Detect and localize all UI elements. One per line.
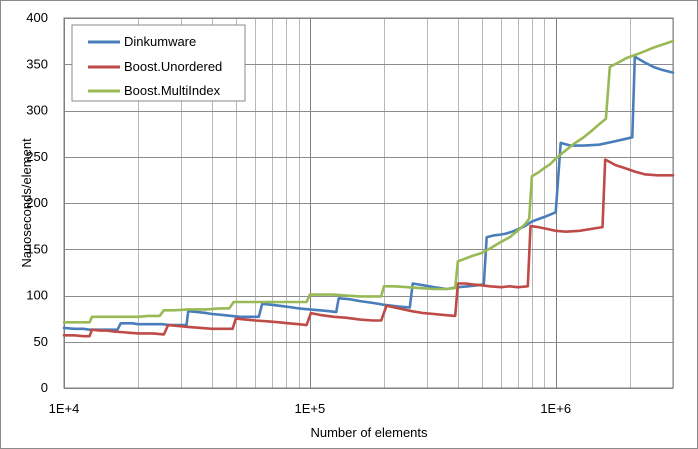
series-line-boost-unordered <box>62 158 675 338</box>
legend-label-dinkumware: Dinkumware <box>124 34 196 49</box>
y-tick-label: 100 <box>26 288 48 303</box>
y-tick-label: 150 <box>26 241 48 256</box>
y-tick-label: 350 <box>26 56 48 71</box>
y-tick-label: 300 <box>26 103 48 118</box>
y-tick-labels: 0 50 100 150 200 250 300 350 400 <box>26 10 48 395</box>
legend-box <box>71 24 246 102</box>
y-tick-label: 0 <box>41 380 48 395</box>
series-line-dinkumware <box>62 55 675 332</box>
legend-entry-boost-unordered: Boost.Unordered <box>88 59 222 74</box>
x-tick-label: 1E+5 <box>294 401 325 416</box>
y-tick-label: 200 <box>26 195 48 210</box>
legend: Dinkumware Boost.Unordered Boost.MultiIn… <box>71 24 246 102</box>
y-tick-label: 400 <box>26 10 48 25</box>
y-axis-title: Nanoseconds/element <box>19 138 34 268</box>
series-lines <box>62 39 675 338</box>
x-axis-title: Number of elements <box>310 425 428 440</box>
plot-area <box>63 17 674 389</box>
x-tick-label: 1E+4 <box>49 401 80 416</box>
y-tick-label: 250 <box>26 149 48 164</box>
y-tick-label: 50 <box>34 334 48 349</box>
x-tick-label: 1E+6 <box>540 401 571 416</box>
legend-label-boost-unordered: Boost.Unordered <box>124 59 222 74</box>
legend-entry-boost-multiindex: Boost.MultiIndex <box>88 83 221 98</box>
legend-entry-dinkumware: Dinkumware <box>88 34 196 49</box>
series-line-boost-multiindex <box>62 39 675 324</box>
x-tick-labels: 1E+4 1E+5 1E+6 <box>49 401 571 416</box>
legend-label-boost-multiindex: Boost.MultiIndex <box>124 83 221 98</box>
